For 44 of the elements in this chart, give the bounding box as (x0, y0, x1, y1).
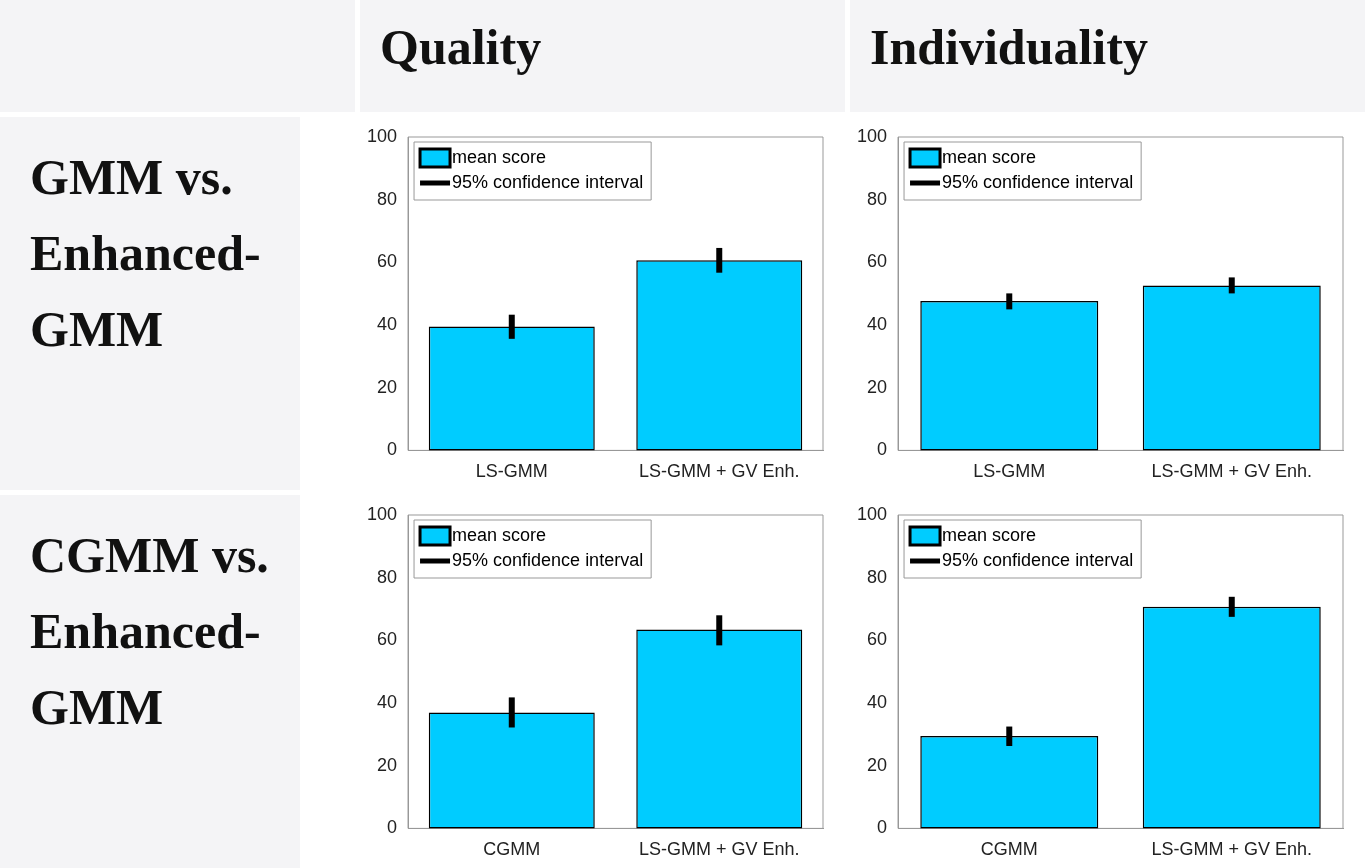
x-tick-label: LS-GMM + GV Enh. (638, 839, 800, 860)
y-tick-label: 0 (387, 439, 398, 460)
y-tick-label: 20 (867, 376, 888, 397)
y-tick-label: 80 (867, 566, 888, 587)
y-tick-label: 40 (867, 314, 888, 335)
x-tick-label: LS-GMM (973, 461, 1046, 482)
annotation: 95% confidence interval (452, 171, 644, 192)
y-tick-label: 0 (877, 817, 888, 838)
legend-label: mean score (942, 146, 1037, 167)
x-tick-label: LS-GMM + GV Enh. (1151, 461, 1313, 482)
y-tick-label: 40 (867, 692, 888, 713)
y-tick-label: 80 (377, 566, 398, 587)
y-tick-label: 80 (377, 188, 398, 209)
annotation: 95% confidence interval (942, 549, 1134, 570)
chart-title: Quality (360, 0, 845, 112)
y-tick-label: 60 (867, 251, 888, 272)
y-tick-label: 0 (387, 817, 398, 838)
y-tick-label: 100 (856, 503, 888, 524)
y-tick-label: 0 (877, 439, 888, 460)
x-tick-label: LS-GMM + GV Enh. (1151, 839, 1313, 860)
y-axis-title: GMM vs. Enhanced-GMM (0, 117, 300, 490)
y-tick-label: 40 (377, 314, 398, 335)
y-tick-label: 60 (377, 251, 398, 272)
legend-label: mean score (452, 524, 547, 545)
y-tick-label: 20 (377, 754, 398, 775)
y-tick-label: 80 (867, 188, 888, 209)
annotation: 95% confidence interval (452, 549, 644, 570)
x-tick-label: CGMM (483, 839, 541, 860)
y-tick-label: 60 (377, 629, 398, 650)
legend-label: mean score (452, 146, 547, 167)
x-tick-label: CGMM (980, 839, 1038, 860)
legend-label: mean score (942, 524, 1037, 545)
y-axis-title: CGMM vs. Enhanced-GMM (0, 495, 300, 868)
y-tick-label: 100 (366, 125, 398, 146)
x-tick-label: LS-GMM (475, 461, 548, 482)
annotation: 95% confidence interval (942, 171, 1134, 192)
y-tick-label: 20 (377, 376, 398, 397)
y-tick-label: 100 (856, 125, 888, 146)
x-tick-label: LS-GMM + GV Enh. (638, 461, 800, 482)
chart-title: Individuality (850, 0, 1365, 112)
y-tick-label: 60 (867, 629, 888, 650)
y-tick-label: 20 (867, 754, 888, 775)
y-tick-label: 100 (366, 503, 398, 524)
y-tick-label: 40 (377, 692, 398, 713)
